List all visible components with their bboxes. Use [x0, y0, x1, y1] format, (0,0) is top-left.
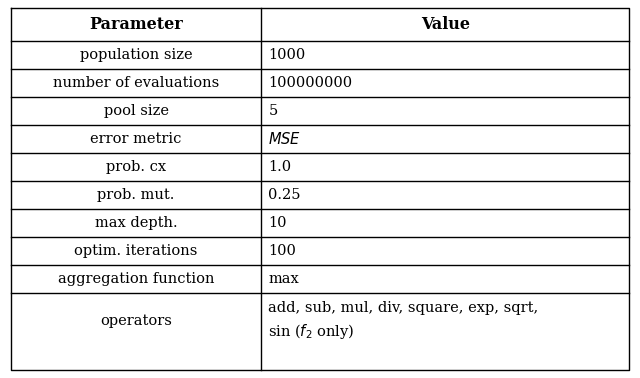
Text: max depth.: max depth. — [95, 216, 177, 230]
Text: Parameter: Parameter — [89, 16, 183, 33]
Text: operators: operators — [100, 313, 172, 327]
Text: prob. mut.: prob. mut. — [97, 188, 175, 202]
Text: aggregation function: aggregation function — [58, 272, 214, 286]
Text: 100000000: 100000000 — [268, 76, 353, 90]
Text: max: max — [268, 272, 299, 286]
Text: 100: 100 — [268, 244, 296, 258]
Text: number of evaluations: number of evaluations — [53, 76, 220, 90]
Text: $\mathit{MSE}$: $\mathit{MSE}$ — [268, 131, 301, 147]
Text: add, sub, mul, div, square, exp, sqrt,: add, sub, mul, div, square, exp, sqrt, — [268, 301, 538, 315]
Text: sin ($\mathit{f}_2$ only): sin ($\mathit{f}_2$ only) — [268, 322, 355, 341]
Text: 0.25: 0.25 — [268, 188, 301, 202]
Text: optim. iterations: optim. iterations — [74, 244, 198, 258]
Text: population size: population size — [80, 48, 193, 62]
Text: 1.0: 1.0 — [268, 160, 291, 174]
Text: 5: 5 — [268, 104, 278, 118]
Text: 1000: 1000 — [268, 48, 305, 62]
Text: pool size: pool size — [104, 104, 169, 118]
Text: error metric: error metric — [90, 132, 182, 146]
Text: Value: Value — [420, 16, 470, 33]
Text: prob. cx: prob. cx — [106, 160, 166, 174]
Text: 10: 10 — [268, 216, 287, 230]
